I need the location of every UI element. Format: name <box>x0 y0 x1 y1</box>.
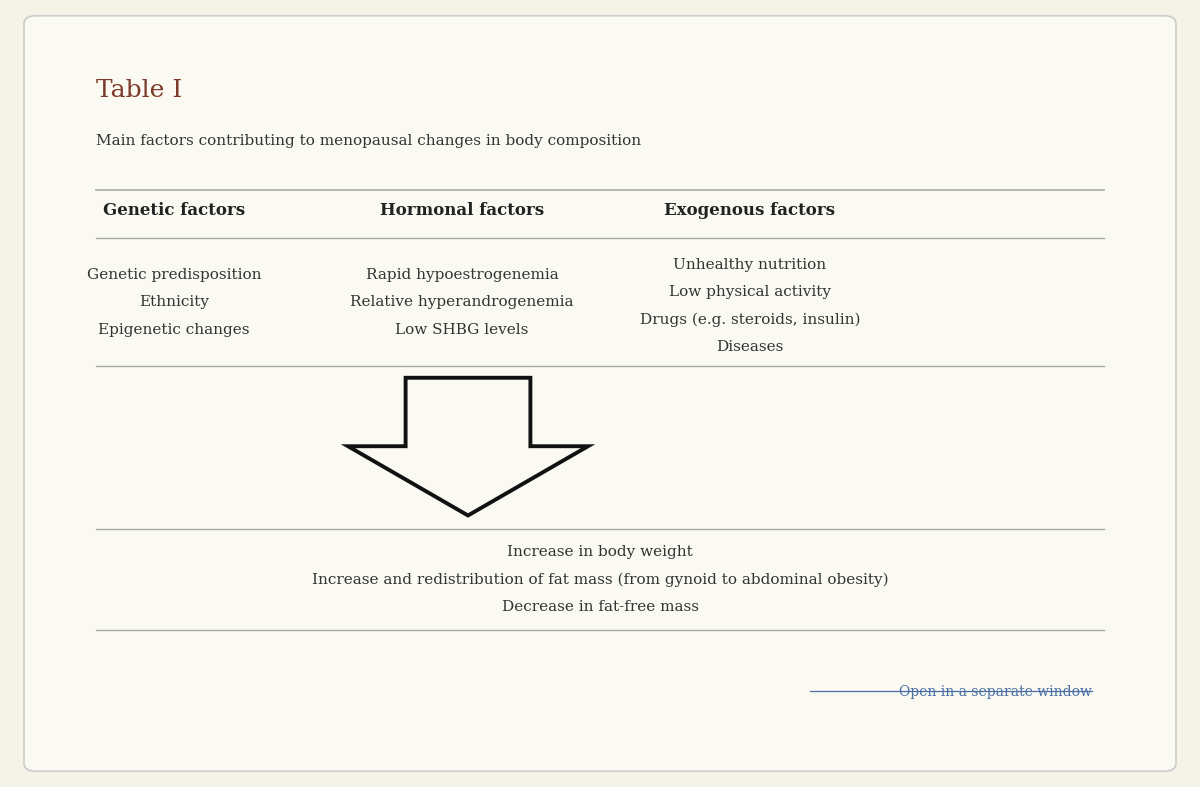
Text: Decrease in fat-free mass: Decrease in fat-free mass <box>502 600 698 615</box>
Text: Epigenetic changes: Epigenetic changes <box>98 323 250 337</box>
Polygon shape <box>348 378 588 515</box>
Text: Exogenous factors: Exogenous factors <box>665 202 835 220</box>
Text: Increase and redistribution of fat mass (from gynoid to abdominal obesity): Increase and redistribution of fat mass … <box>312 573 888 587</box>
Text: Low SHBG levels: Low SHBG levels <box>395 323 529 337</box>
Text: Table I: Table I <box>96 79 182 102</box>
Text: Unhealthy nutrition: Unhealthy nutrition <box>673 258 827 272</box>
Text: Genetic factors: Genetic factors <box>103 202 245 220</box>
Text: Open in a separate window: Open in a separate window <box>899 685 1092 699</box>
Text: Hormonal factors: Hormonal factors <box>380 202 544 220</box>
Text: Main factors contributing to menopausal changes in body composition: Main factors contributing to menopausal … <box>96 134 641 148</box>
Text: Rapid hypoestrogenemia: Rapid hypoestrogenemia <box>366 268 558 282</box>
Text: Low physical activity: Low physical activity <box>670 285 830 299</box>
Text: Diseases: Diseases <box>716 340 784 354</box>
FancyBboxPatch shape <box>24 16 1176 771</box>
Text: Genetic predisposition: Genetic predisposition <box>86 268 262 282</box>
Text: Increase in body weight: Increase in body weight <box>508 545 692 559</box>
Text: Drugs (e.g. steroids, insulin): Drugs (e.g. steroids, insulin) <box>640 312 860 327</box>
Text: Ethnicity: Ethnicity <box>139 295 209 309</box>
Text: Relative hyperandrogenemia: Relative hyperandrogenemia <box>350 295 574 309</box>
